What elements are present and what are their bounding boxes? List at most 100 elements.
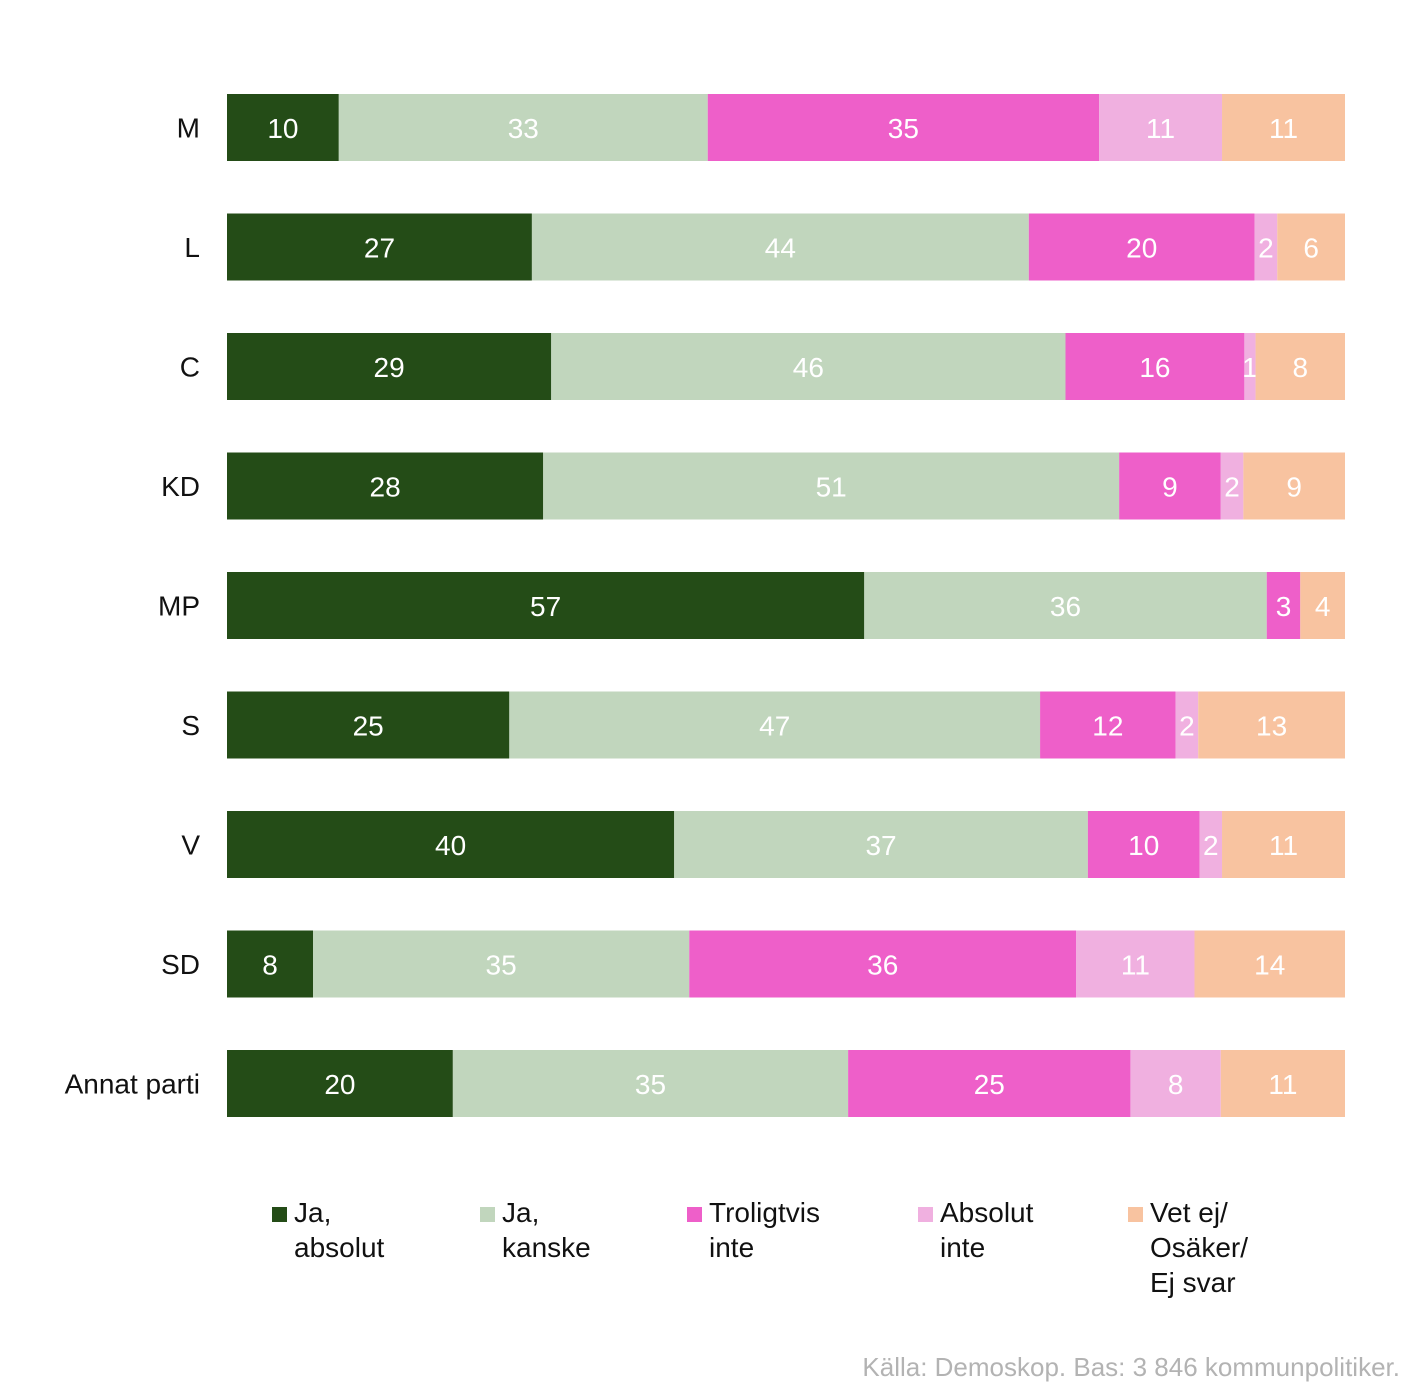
legend-label: Absolut inte: [940, 1197, 1034, 1263]
data-label: 11: [1269, 830, 1298, 861]
data-label: 29: [374, 352, 405, 383]
data-label: 28: [370, 472, 401, 503]
data-label: 3: [1276, 591, 1292, 622]
bar-segment: [1028, 213, 1255, 281]
data-label: 46: [793, 352, 824, 383]
bar-segment: [1099, 94, 1223, 161]
legend-label: Ja, kanske: [502, 1197, 591, 1263]
data-label: 8: [262, 950, 278, 981]
data-label: 11: [1269, 113, 1298, 144]
data-label: 27: [364, 233, 395, 264]
bar-segment: [452, 1050, 849, 1117]
legend-swatch: [1128, 1207, 1143, 1222]
bar-segment: [227, 1050, 453, 1117]
bar-segment: [1222, 94, 1345, 161]
source-note: Källa: Demoskop. Bas: 3 846 kommunpoliti…: [862, 1352, 1400, 1382]
data-label: 1: [1242, 352, 1258, 383]
bar-segment: [1194, 930, 1345, 998]
data-label: 2: [1224, 472, 1240, 503]
legend-item: Vet ej/ Osäker/ Ej svar: [1128, 1195, 1248, 1300]
bar-segment: [1076, 930, 1195, 998]
bar-segment: [1130, 1050, 1221, 1117]
data-label: 47: [759, 711, 790, 742]
data-label: 37: [865, 830, 896, 861]
legend-swatch: [272, 1207, 287, 1222]
bar-segment: [509, 691, 1041, 759]
bar-segment: [227, 572, 865, 639]
bar-segment: [1244, 333, 1256, 400]
bar-segment: [1220, 452, 1244, 520]
bar-segment: [1254, 213, 1278, 281]
data-label: 2: [1258, 233, 1274, 264]
legend-item: Absolut inte: [918, 1195, 1033, 1265]
data-label: 10: [1128, 830, 1159, 861]
data-label: 14: [1254, 950, 1285, 981]
data-label: 2: [1179, 711, 1195, 742]
bar-segment: [543, 452, 1120, 520]
category-label: SD: [161, 949, 200, 980]
bar-segment: [689, 930, 1077, 998]
data-label: 36: [867, 950, 898, 981]
data-label: 6: [1303, 233, 1319, 264]
bar-segment: [674, 811, 1088, 878]
legend-label: Vet ej/ Osäker/ Ej svar: [1150, 1197, 1249, 1298]
bar-segment: [1255, 333, 1345, 400]
bar-segment: [1220, 1050, 1345, 1117]
bar-segment: [707, 94, 1100, 161]
category-label: S: [181, 710, 200, 741]
bar-segment: [227, 213, 532, 281]
legend: Ja, absolut Ja, kanske Troligtvis inte Abso…: [0, 1195, 1408, 1315]
data-label: 11: [1121, 950, 1150, 981]
data-label: 25: [353, 711, 384, 742]
bar-segment: [848, 1050, 1131, 1117]
category-label: Annat parti: [65, 1069, 200, 1100]
data-label: 44: [765, 233, 796, 264]
bar-segment: [1277, 213, 1345, 281]
bar-segment: [227, 452, 544, 520]
data-label: 33: [508, 113, 539, 144]
data-label: 25: [974, 1069, 1005, 1100]
data-label: 35: [486, 950, 517, 981]
bar-segment: [227, 930, 313, 998]
data-label: 2: [1203, 830, 1219, 861]
legend-item: Ja, absolut: [272, 1195, 384, 1265]
legend-swatch: [480, 1207, 495, 1222]
legend-swatch: [687, 1207, 702, 1222]
data-label: 13: [1256, 711, 1287, 742]
data-label: 10: [267, 113, 298, 144]
data-label: 40: [435, 830, 466, 861]
category-label: V: [181, 830, 200, 861]
data-label: 9: [1286, 472, 1302, 503]
bar-segment: [1266, 572, 1301, 639]
category-label: C: [180, 352, 200, 383]
data-label: 51: [816, 472, 847, 503]
legend-label: Troligtvis inte: [709, 1197, 820, 1263]
legend-label: Ja, absolut: [294, 1197, 385, 1263]
stacked-bar-chart: M 10 33 35 11 11L 27 44 20 2 6C 29 46 16 1 8KD 28 51 9 2 9MP…: [65, 94, 1345, 1117]
bar-segment: [1175, 691, 1199, 759]
legend-swatch: [918, 1207, 933, 1222]
data-label: 11: [1146, 113, 1175, 144]
legend-item: Troligtvis inte: [687, 1195, 820, 1265]
bar-segment: [1119, 452, 1221, 520]
bar-segment: [1040, 691, 1176, 759]
bar-segment: [227, 691, 510, 759]
bar-segment: [1199, 811, 1223, 878]
data-label: 9: [1162, 472, 1178, 503]
bar-segment: [1198, 691, 1345, 759]
data-label: 4: [1315, 591, 1331, 622]
bar-segment: [313, 930, 690, 998]
bar-segment: [864, 572, 1267, 639]
category-label: L: [184, 232, 200, 263]
bar-segment: [1065, 333, 1245, 400]
data-label: 8: [1168, 1069, 1184, 1100]
bar-segment: [551, 333, 1066, 400]
data-label: 36: [1050, 591, 1081, 622]
data-label: 20: [324, 1069, 355, 1100]
bar-segment: [531, 213, 1029, 281]
bar-segment: [1087, 811, 1200, 878]
bar-segment: [338, 94, 708, 161]
bar-segment: [227, 333, 552, 400]
category-label: M: [177, 113, 200, 144]
bar-segment: [1243, 452, 1345, 520]
